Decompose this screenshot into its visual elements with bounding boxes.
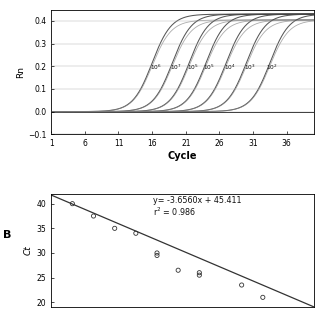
- Text: $10^3$: $10^3$: [244, 63, 256, 72]
- Point: [133, 231, 139, 236]
- Point: [112, 226, 117, 231]
- Text: $10^2$: $10^2$: [266, 63, 278, 72]
- Text: $10^6$: $10^6$: [149, 63, 161, 72]
- Point: [91, 213, 96, 219]
- Point: [260, 295, 265, 300]
- Point: [197, 273, 202, 278]
- Point: [239, 283, 244, 288]
- Text: B: B: [3, 229, 12, 239]
- Y-axis label: Ct: Ct: [23, 246, 32, 255]
- Text: r$^2$ = 0.986: r$^2$ = 0.986: [153, 205, 196, 218]
- Point: [176, 268, 181, 273]
- Point: [155, 253, 160, 258]
- Y-axis label: Rn: Rn: [16, 66, 25, 78]
- Point: [155, 251, 160, 256]
- Text: $10^5$: $10^5$: [204, 63, 215, 72]
- X-axis label: Cycle: Cycle: [168, 151, 197, 161]
- Point: [197, 270, 202, 275]
- Text: $10^5$: $10^5$: [187, 63, 198, 72]
- Text: $10^7$: $10^7$: [170, 63, 181, 72]
- Text: y= -3.6560x + 45.411: y= -3.6560x + 45.411: [153, 196, 241, 205]
- Text: $10^4$: $10^4$: [224, 63, 236, 72]
- Point: [70, 201, 75, 206]
